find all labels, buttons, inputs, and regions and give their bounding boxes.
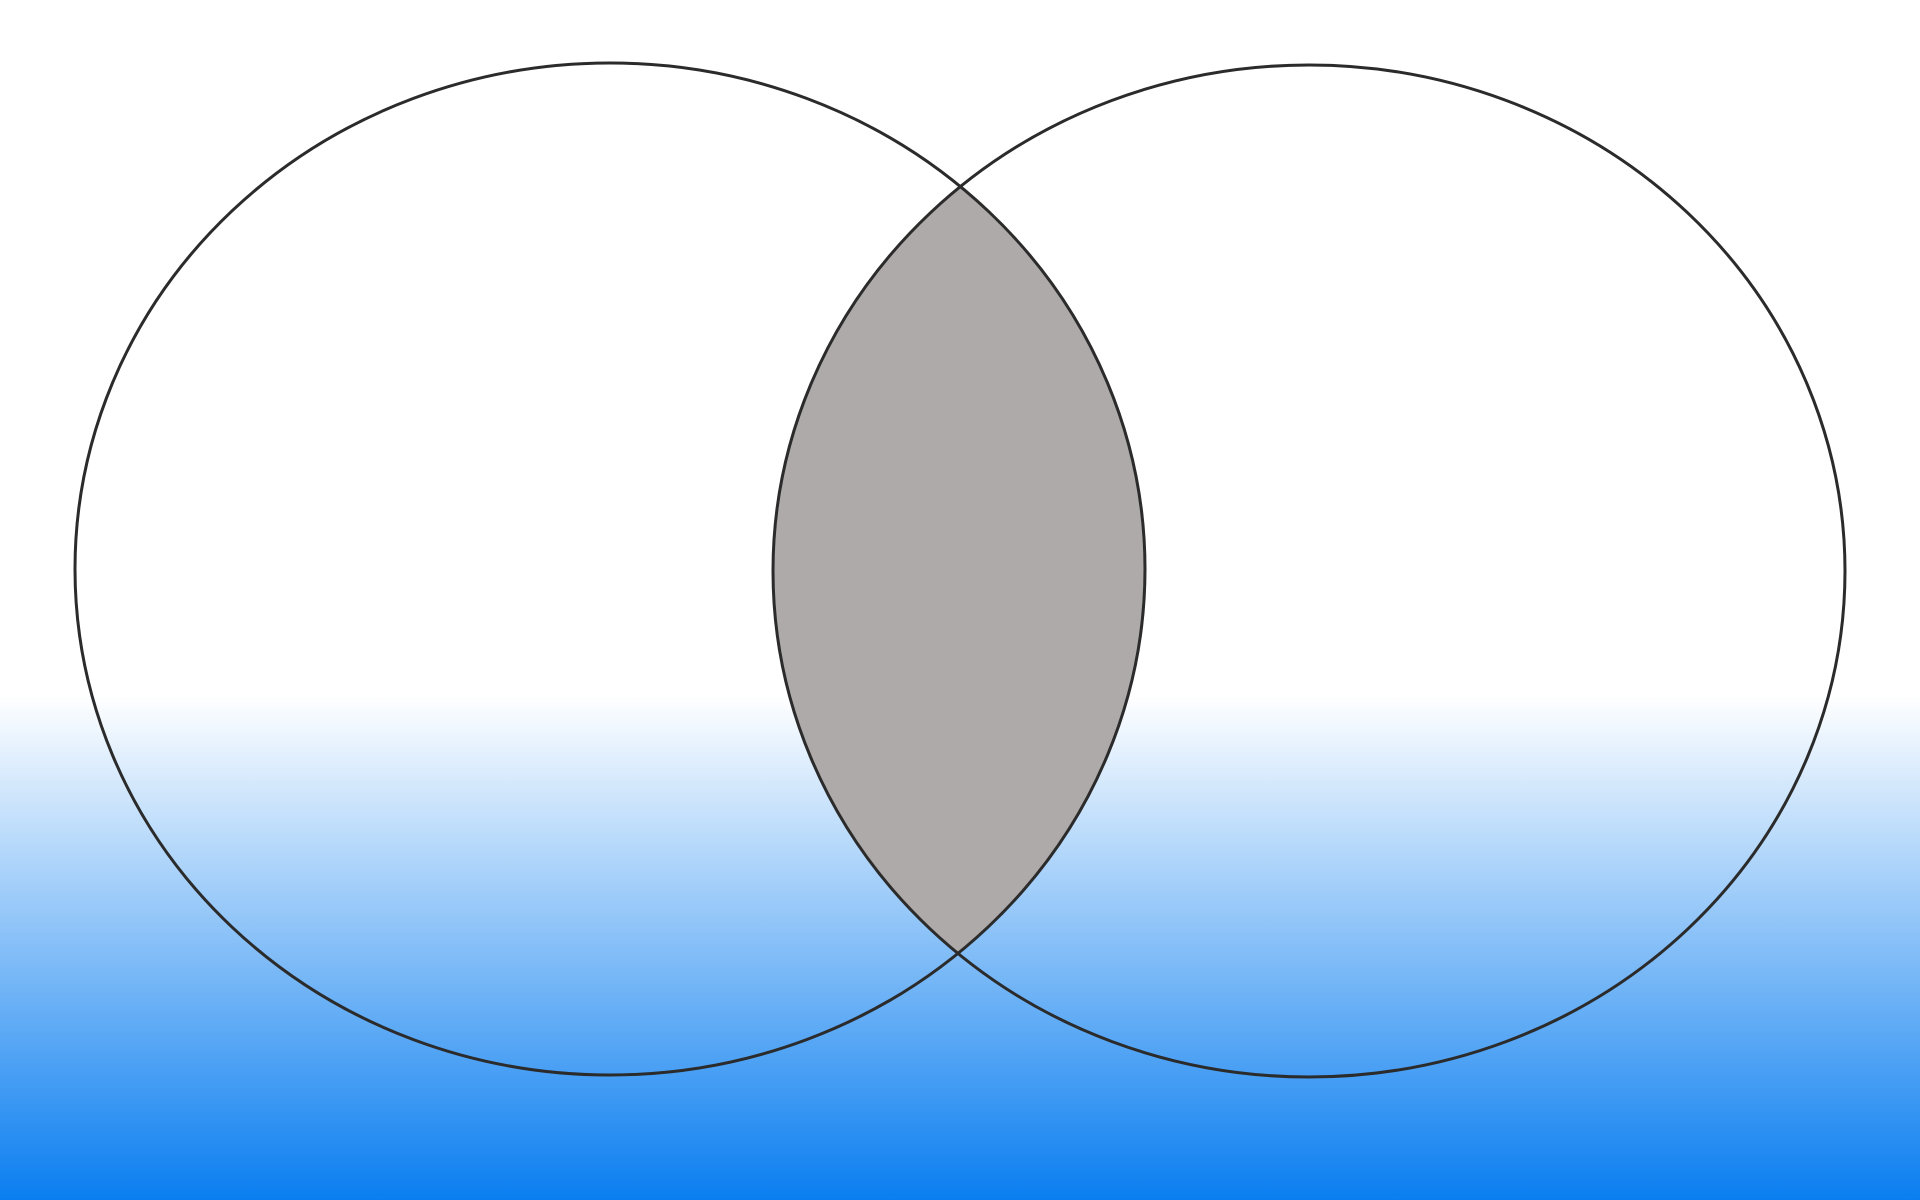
intersection-region bbox=[773, 65, 1145, 1075]
left-set-circle bbox=[73, 61, 1147, 1077]
right-set-circle bbox=[771, 63, 1847, 1079]
